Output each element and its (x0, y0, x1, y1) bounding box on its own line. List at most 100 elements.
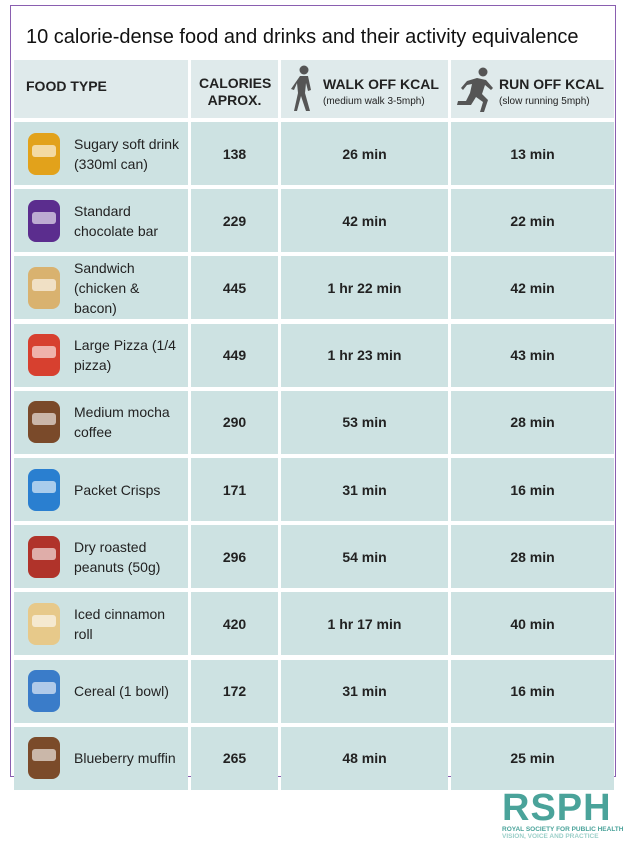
header-text: FOOD TYPE (26, 78, 107, 94)
calories-cell: 229 (191, 189, 278, 253)
cell-text: 290 (222, 414, 247, 431)
cell-text: 296 (222, 548, 247, 565)
food-name: Medium mocha coffee (74, 404, 170, 441)
run-cell: 28 min (451, 390, 614, 454)
food-cell: Cereal (1 bowl) (14, 659, 188, 723)
food-name: Blueberry muffin (74, 750, 176, 767)
cell-text: 22 min (510, 212, 555, 229)
food-name: Cereal (1 bowl) (74, 683, 169, 700)
cell-text: 13 min (510, 145, 555, 162)
walk-cell: 1 hr 17 min (281, 592, 448, 656)
food-icon (28, 199, 60, 242)
run-icon (457, 67, 493, 112)
food-icon (28, 266, 60, 309)
food-icon (28, 737, 60, 780)
cell-text: 40 min (510, 615, 555, 632)
food-icon (28, 468, 60, 511)
walk-cell: 54 min (281, 525, 448, 589)
cell-text: 171 (222, 481, 247, 498)
cell-text: 42 min (342, 212, 387, 229)
calories-cell: 420 (191, 592, 278, 656)
run-cell: 16 min (451, 458, 614, 521)
header-subtext: (medium walk 3-5mph) (323, 96, 425, 107)
food-cell: Sugary soft drink (330ml can) (14, 122, 188, 185)
food-name: Sugary soft drink (330ml can) (74, 135, 180, 172)
cell-text: 138 (222, 145, 247, 162)
calories-cell: 449 (191, 323, 278, 387)
walk-cell: 53 min (281, 390, 448, 454)
food-icon (28, 535, 60, 578)
cell-text: 420 (222, 615, 247, 632)
run-cell: 28 min (451, 525, 614, 589)
food-cell: Sandwich (chicken & bacon) (14, 256, 188, 320)
cell-text: 16 min (510, 481, 555, 498)
logo: RSPH ROYAL SOCIETY FOR PUBLIC HEALTH VIS… (502, 787, 624, 840)
cell-text: 42 min (510, 279, 555, 296)
cell-text: 449 (222, 347, 247, 364)
food-name: Standard chocolate bar (74, 202, 159, 239)
cell-text: 43 min (510, 347, 555, 364)
header-food: FOOD TYPE (14, 60, 188, 118)
food-name: Iced cinnamon roll (74, 605, 166, 642)
cell-text: 53 min (342, 414, 387, 431)
food-cell: Blueberry muffin (14, 726, 188, 790)
walk-cell: 1 hr 22 min (281, 256, 448, 320)
walk-cell: 42 min (281, 189, 448, 253)
header-calories: CALORIES APROX. (191, 60, 278, 118)
calories-cell: 171 (191, 458, 278, 521)
cell-text: 25 min (510, 750, 555, 767)
food-cell: Packet Crisps (14, 458, 188, 521)
header-text: WALK OFF KCAL (323, 76, 439, 92)
walk-cell: 48 min (281, 726, 448, 790)
walk-cell: 31 min (281, 458, 448, 521)
run-cell: 16 min (451, 659, 614, 723)
cell-text: 265 (222, 750, 247, 767)
cell-text: 54 min (342, 548, 387, 565)
calories-cell: 290 (191, 390, 278, 454)
logo-line: ROYAL SOCIETY FOR PUBLIC HEALTH (502, 826, 624, 833)
food-icon (28, 602, 60, 645)
walk-cell: 31 min (281, 659, 448, 723)
walk-cell: 1 hr 23 min (281, 323, 448, 387)
food-name: Packet Crisps (74, 481, 161, 498)
calories-cell: 172 (191, 659, 278, 723)
food-cell: Standard chocolate bar (14, 189, 188, 253)
cell-text: 229 (222, 212, 247, 229)
cell-text: 26 min (342, 145, 387, 162)
food-icon (28, 334, 60, 377)
calories-cell: 445 (191, 256, 278, 320)
calories-cell: 265 (191, 726, 278, 790)
calories-cell: 138 (191, 122, 278, 185)
cell-text: 1 hr 17 min (327, 615, 402, 632)
food-name: Sandwich (chicken & bacon) (74, 259, 140, 316)
cell-text: 172 (222, 683, 247, 700)
food-icon (28, 401, 60, 444)
cell-text: 31 min (342, 481, 387, 498)
cell-text: 28 min (510, 548, 555, 565)
header-run: RUN OFF KCAL (slow running 5mph) (451, 60, 614, 118)
run-cell: 43 min (451, 323, 614, 387)
cell-text: 1 hr 22 min (327, 279, 402, 296)
food-name: Large Pizza (1/4 pizza) (74, 337, 176, 374)
header-text: RUN OFF KCAL (499, 76, 604, 92)
food-icon (28, 670, 60, 713)
food-icon (28, 132, 60, 175)
walk-cell: 26 min (281, 122, 448, 185)
food-cell: Iced cinnamon roll (14, 592, 188, 656)
walk-icon (291, 65, 311, 111)
run-cell: 40 min (451, 592, 614, 656)
header-subtext: (slow running 5mph) (499, 96, 590, 107)
food-cell: Medium mocha coffee (14, 390, 188, 454)
cell-text: 445 (222, 279, 247, 296)
cell-text: 16 min (510, 683, 555, 700)
cell-text: 31 min (342, 683, 387, 700)
cell-text: 28 min (510, 414, 555, 431)
logo-name: RSPH (502, 787, 612, 829)
run-cell: 13 min (451, 122, 614, 185)
calories-cell: 296 (191, 525, 278, 589)
header-walk: WALK OFF KCAL (medium walk 3-5mph) (281, 60, 448, 118)
run-cell: 25 min (451, 726, 614, 790)
cell-text: 48 min (342, 750, 387, 767)
run-cell: 22 min (451, 189, 614, 253)
